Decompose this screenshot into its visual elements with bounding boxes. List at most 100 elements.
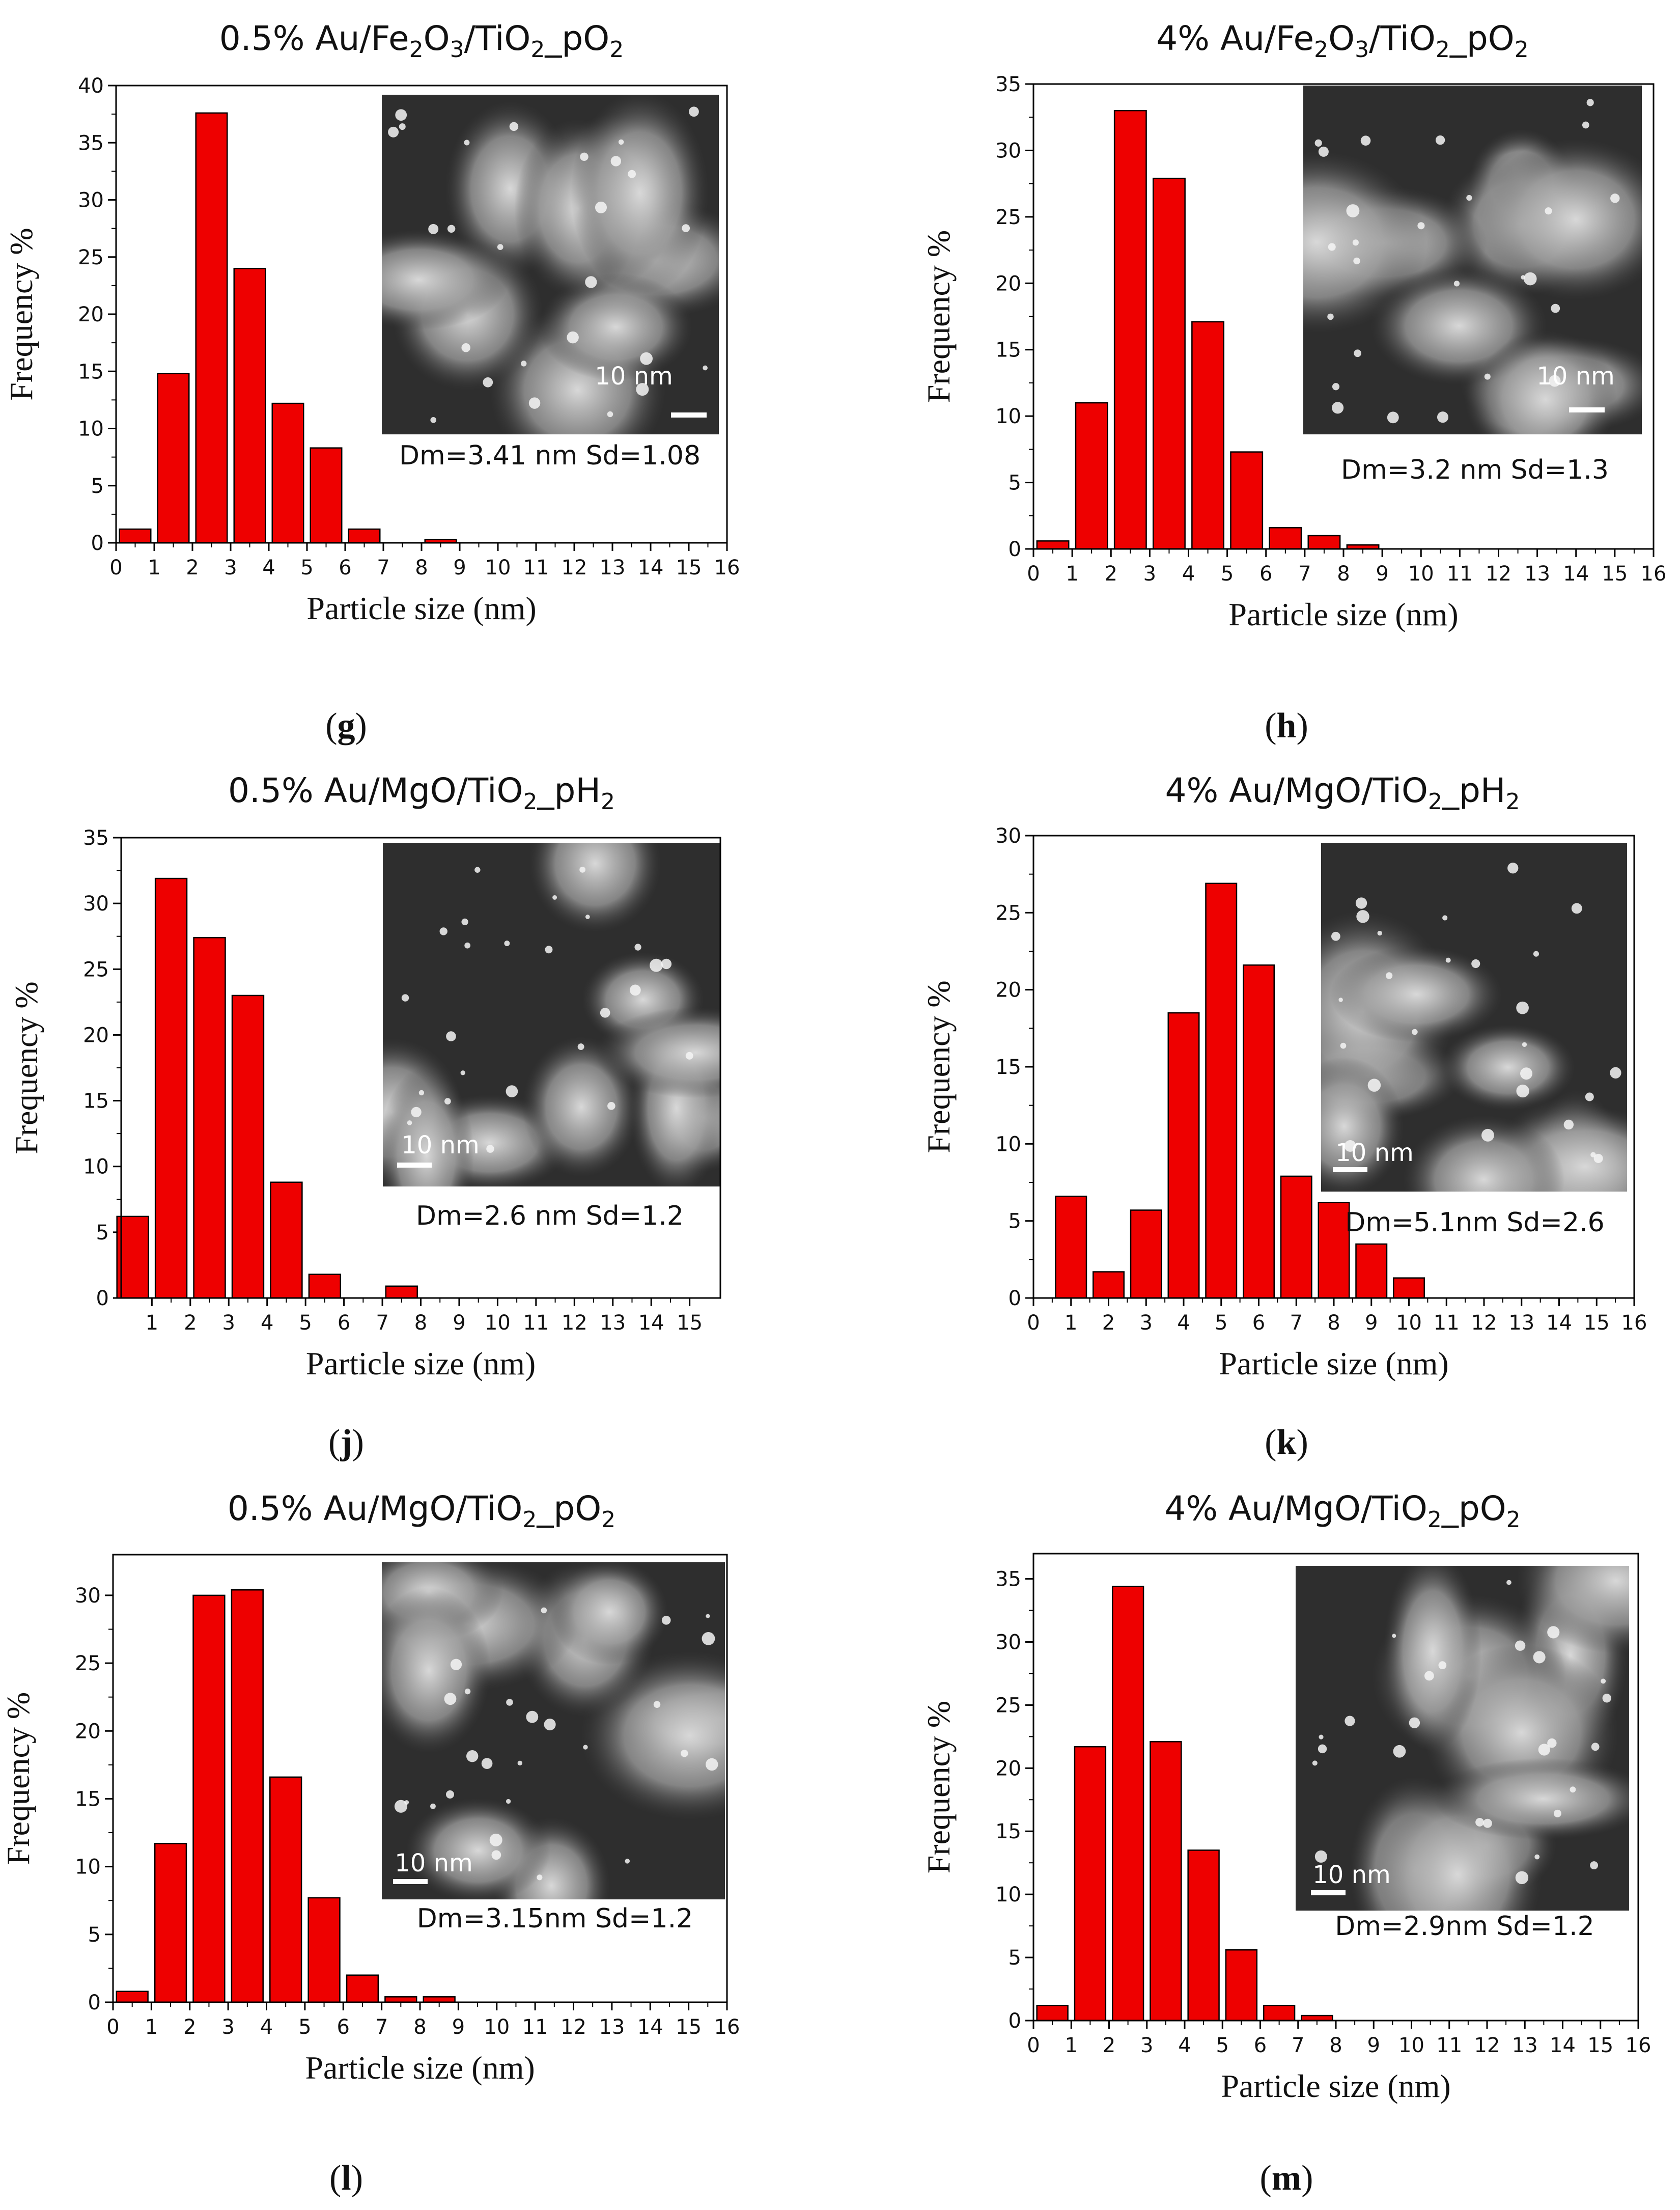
- title-part: _pO: [536, 1489, 601, 1528]
- panel-letter-close: ): [1296, 706, 1308, 745]
- grain-blob: [406, 1798, 551, 1899]
- x-tick-label: 13: [1508, 1311, 1534, 1335]
- gold-particle: [585, 915, 590, 919]
- gold-particle: [1438, 1661, 1447, 1669]
- gold-particle: [444, 1693, 457, 1705]
- bar: [1205, 882, 1238, 1299]
- bar: [1393, 1277, 1425, 1299]
- gold-particle: [1593, 1153, 1603, 1163]
- x-tick-label: 10: [485, 1311, 511, 1335]
- y-tick-label: 25: [78, 246, 104, 269]
- gold-particle: [544, 1719, 556, 1731]
- gold-particle: [1318, 146, 1329, 157]
- x-tick-label: 8: [1329, 2034, 1342, 2057]
- x-tick-label: 10: [485, 556, 511, 579]
- gold-particle: [1424, 1671, 1434, 1681]
- y-tick-label: 30: [995, 824, 1021, 848]
- x-axis-label: Particle size (nm): [306, 590, 536, 626]
- y-axis-label: Frequency %: [920, 230, 957, 403]
- title-subscript: 2: [601, 1507, 615, 1533]
- x-tick-label: 16: [1626, 2034, 1651, 2057]
- x-tick-label: 0: [109, 556, 122, 579]
- panel-letter-text: m: [1272, 2159, 1301, 2198]
- x-tick-label: 10: [1408, 562, 1434, 586]
- bar: [1150, 1741, 1182, 2022]
- gold-particle: [489, 1833, 502, 1846]
- x-tick-label: 6: [1252, 1311, 1265, 1335]
- gold-particle: [1344, 1140, 1356, 1152]
- x-tick-label: 6: [1259, 562, 1272, 586]
- gold-particle: [528, 397, 541, 409]
- y-tick-label: 40: [78, 74, 104, 98]
- x-tick-label: 10: [1398, 2034, 1424, 2057]
- gold-particle: [1585, 1092, 1594, 1101]
- gold-particle: [1354, 349, 1361, 357]
- x-tick-label: 14: [1550, 2034, 1576, 2057]
- bar: [1280, 1175, 1312, 1299]
- gold-particle: [1516, 1084, 1529, 1098]
- title-subscript: 2: [522, 1507, 537, 1533]
- gold-particle: [1591, 1743, 1600, 1751]
- bar: [1225, 1949, 1258, 2022]
- bar: [1111, 1586, 1144, 2022]
- gold-particle: [1367, 1079, 1381, 1092]
- gold-particle: [1551, 303, 1560, 313]
- gold-particle: [394, 1800, 408, 1813]
- grain-blob: [550, 1562, 668, 1665]
- bar: [346, 1974, 379, 2003]
- y-tick-label: 25: [995, 901, 1021, 925]
- gold-particle: [1340, 1042, 1347, 1049]
- y-tick-label: 25: [995, 206, 1021, 229]
- gold-particle: [1610, 1067, 1621, 1079]
- x-tick-label: 9: [1376, 562, 1388, 586]
- panel-letter: (m): [1260, 2159, 1313, 2198]
- gold-particle: [517, 1760, 522, 1765]
- gold-particle: [526, 1710, 539, 1723]
- x-tick-label: 2: [183, 2015, 196, 2039]
- title-part: 4% Au/MgO/TiO: [1165, 771, 1428, 810]
- x-axis-label: Particle size (nm): [306, 1345, 536, 1382]
- title-part: _pO: [544, 19, 609, 58]
- x-tick-label: 14: [638, 1311, 664, 1335]
- grain-blob: [1434, 1758, 1629, 1840]
- x-tick-label: 5: [1215, 1311, 1227, 1335]
- x-tick-label: 15: [676, 2015, 702, 2039]
- x-tick-label: 13: [600, 556, 626, 579]
- gold-particle: [1533, 1651, 1546, 1664]
- gold-particle: [625, 1859, 630, 1864]
- chart-title: 4% Au/MgO/TiO2_pH2: [1165, 771, 1520, 815]
- gold-particle: [1515, 1640, 1526, 1651]
- bar: [1074, 1746, 1107, 2022]
- x-tick-label: 5: [1221, 562, 1234, 586]
- panel-letter-open: (: [325, 706, 337, 745]
- y-tick-label: 5: [91, 475, 104, 498]
- x-tick-label: 12: [562, 556, 587, 579]
- x-tick-label: 13: [1512, 2034, 1538, 2057]
- x-tick-label: 4: [1177, 1311, 1190, 1335]
- x-tick-label: 12: [561, 2015, 586, 2039]
- gold-particle: [395, 109, 407, 121]
- x-tick-label: 4: [261, 1311, 273, 1335]
- gold-particle: [579, 866, 586, 873]
- title-subscript: 2: [601, 789, 615, 815]
- gold-particle: [567, 331, 579, 344]
- y-tick-label: 35: [83, 826, 109, 850]
- gold-particle: [509, 122, 519, 131]
- gold-particle: [1355, 897, 1367, 909]
- y-axis-label: Frequency %: [8, 981, 44, 1154]
- title-subscript: 3: [1355, 37, 1369, 63]
- gold-particle: [430, 1803, 436, 1809]
- gold-particle: [1345, 1716, 1355, 1726]
- bar: [119, 528, 152, 544]
- x-tick-label: 4: [260, 2015, 273, 2039]
- panel-letter-close: ): [352, 1423, 364, 1462]
- panel-letter-text: k: [1277, 1423, 1297, 1462]
- gold-particle: [464, 140, 470, 146]
- plot-frame: [115, 85, 728, 544]
- x-tick-label: 15: [1602, 562, 1628, 586]
- gold-particle: [1417, 222, 1425, 230]
- gold-particle: [1445, 957, 1451, 963]
- y-tick-label: 15: [78, 360, 104, 383]
- bar: [116, 1991, 149, 2003]
